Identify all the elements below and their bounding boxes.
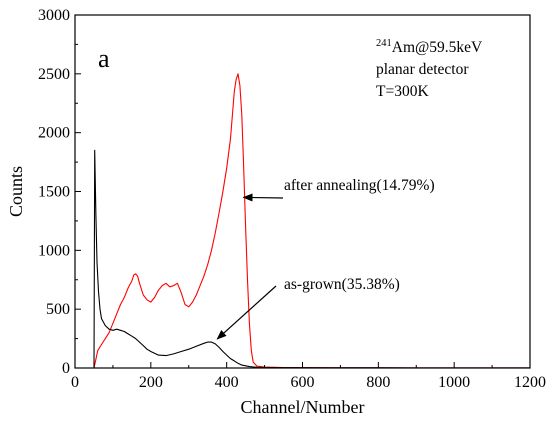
series-after-annealing: [93, 73, 530, 369]
x-tick-label: 200: [139, 374, 163, 391]
isotope-mass-number: 241: [376, 38, 392, 49]
info-line-3: T=300K: [376, 83, 429, 100]
isotope-energy: Am@59.5keV: [392, 39, 483, 56]
panel-label: a: [98, 44, 110, 73]
as-grown-arrow: [216, 285, 277, 340]
y-tick-label: 500: [46, 301, 70, 318]
x-tick-label: 800: [366, 374, 390, 391]
x-tick-label: 400: [215, 374, 239, 391]
y-tick-label: 1500: [38, 184, 70, 201]
x-tick-label: 0: [71, 374, 79, 391]
series-layer: [93, 73, 530, 369]
y-tick-label: 2500: [38, 66, 70, 83]
annealed-arrow: [242, 193, 284, 202]
x-tick-label: 1200: [514, 374, 546, 391]
info-line-2: planar detector: [376, 61, 469, 78]
as-grown-series-label: as-grown(35.38%): [284, 276, 400, 293]
annealed-series-label: after annealing(14.79%): [284, 177, 435, 194]
x-tick-label: 1000: [438, 374, 470, 391]
y-axis-title: Counts: [6, 166, 26, 217]
x-tick-label: 600: [291, 374, 315, 391]
y-tick-label: 2000: [38, 125, 70, 142]
labels-layer: 0 200 400 600 800 1000 1200 0 500 1000 1500 2000 250…: [6, 7, 546, 417]
y-tick-label: 1000: [38, 242, 70, 259]
ticks-layer: [74, 14, 531, 369]
info-line-1: 241Am@59.5keV: [376, 38, 483, 56]
y-tick-label: 0: [62, 360, 70, 377]
x-axis-title: Channel/Number: [241, 397, 365, 417]
y-tick-label: 3000: [38, 7, 70, 24]
